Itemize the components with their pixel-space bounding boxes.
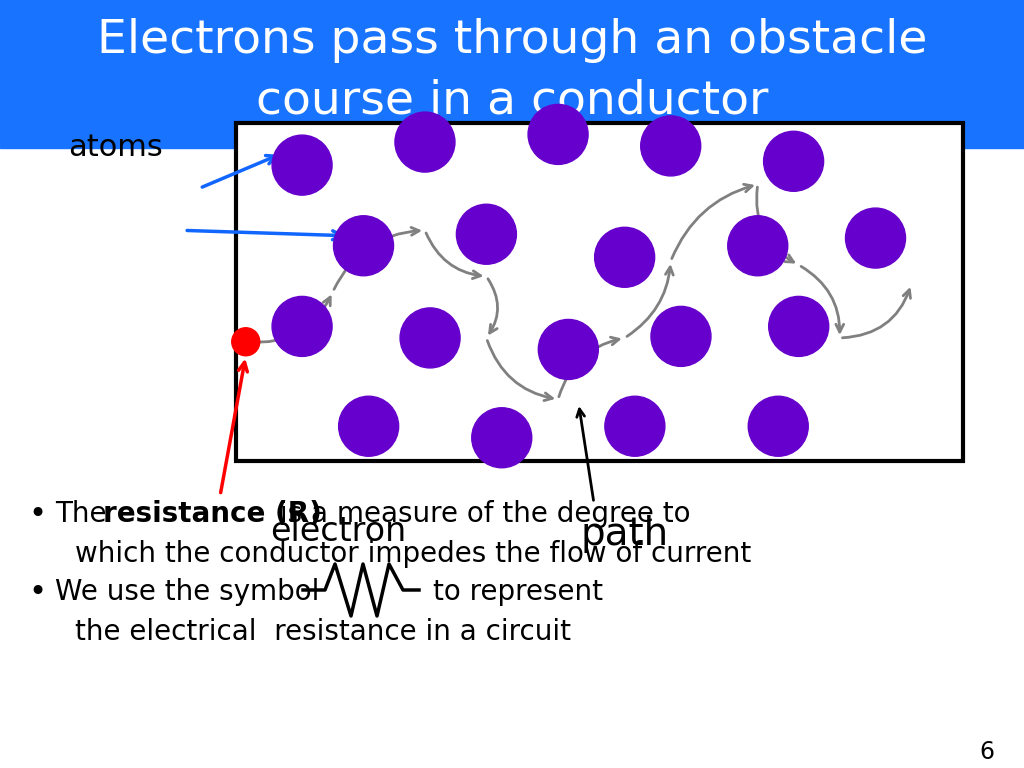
Circle shape (605, 396, 665, 456)
Text: the electrical  resistance in a circuit: the electrical resistance in a circuit (75, 618, 571, 646)
Circle shape (764, 131, 823, 191)
Circle shape (472, 408, 531, 468)
Circle shape (769, 296, 828, 356)
Circle shape (651, 306, 711, 366)
Circle shape (272, 135, 332, 195)
Circle shape (457, 204, 516, 264)
Text: The: The (55, 500, 116, 528)
Text: atoms: atoms (68, 133, 163, 162)
Circle shape (728, 216, 787, 276)
Circle shape (400, 308, 460, 368)
Text: which the conductor impedes the flow of current: which the conductor impedes the flow of … (75, 540, 752, 568)
Text: course in a conductor: course in a conductor (256, 78, 768, 123)
Circle shape (641, 116, 700, 176)
Circle shape (395, 112, 455, 172)
Text: electron: electron (269, 515, 407, 548)
Circle shape (272, 296, 332, 356)
Circle shape (749, 396, 808, 456)
Circle shape (231, 328, 260, 356)
Text: is a measure of the degree to: is a measure of the degree to (271, 500, 690, 528)
Bar (0, 0, 1024, 148)
Circle shape (339, 396, 398, 456)
Text: We use the symbol: We use the symbol (55, 578, 319, 606)
Text: path: path (581, 515, 669, 552)
Circle shape (528, 104, 588, 164)
Text: •: • (28, 578, 46, 607)
Circle shape (846, 208, 905, 268)
Text: 6: 6 (979, 740, 994, 764)
Circle shape (595, 227, 654, 287)
Text: resistance (R): resistance (R) (103, 500, 322, 528)
Circle shape (539, 319, 598, 379)
Text: to represent: to represent (433, 578, 603, 606)
Text: •: • (28, 500, 46, 529)
Circle shape (334, 216, 393, 276)
Bar (236, 123, 963, 461)
Text: Electrons pass through an obstacle: Electrons pass through an obstacle (97, 18, 927, 63)
